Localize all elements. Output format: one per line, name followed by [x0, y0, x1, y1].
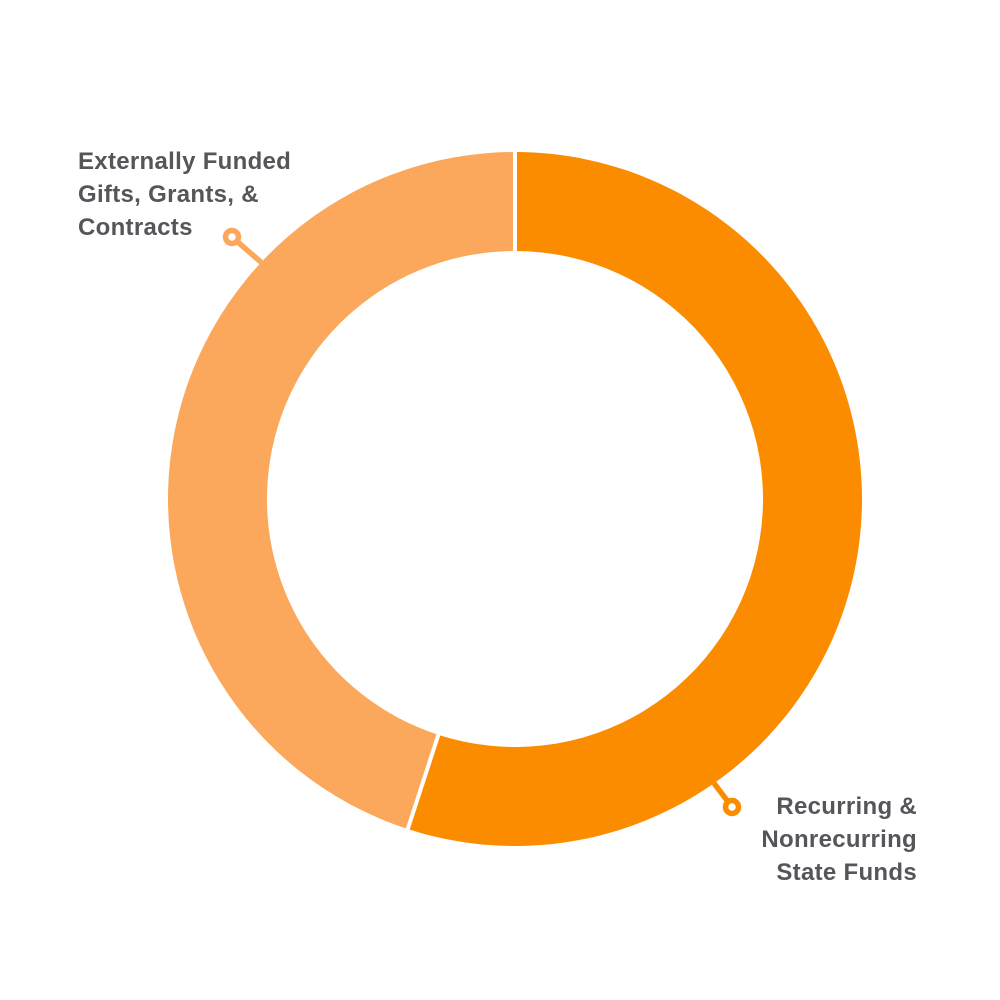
label-externally-funded-line3: Contracts	[78, 214, 193, 241]
leader-marker-state	[722, 797, 742, 817]
leader-marker-external	[222, 227, 242, 247]
label-state-funds-line1: Recurring &	[776, 793, 917, 820]
label-externally-funded-line1: Externally Funded	[78, 148, 292, 175]
segment-separator-2	[404, 731, 442, 833]
label-state-funds-line2: Nonrecurring	[761, 826, 917, 853]
label-externally-funded-line2: Gifts, Grants, &	[78, 181, 259, 208]
donut-segment-1	[407, 152, 862, 847]
label-state-funds-line3: State Funds	[776, 859, 917, 886]
donut-segment-2	[167, 151, 515, 830]
label-externally-funded: Externally Funded Gifts, Grants, & Contr…	[78, 145, 291, 244]
label-state-funds: Recurring & Nonrecurring State Funds	[761, 790, 917, 889]
